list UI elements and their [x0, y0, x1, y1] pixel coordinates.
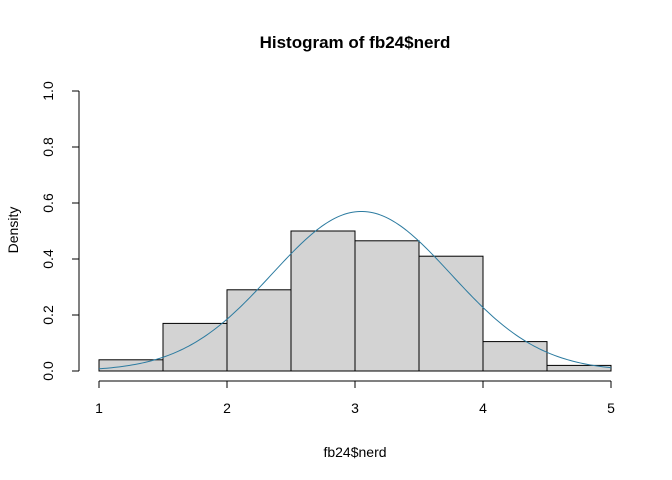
x-tick-label: 4 — [479, 400, 487, 416]
density-curve — [98, 210, 612, 370]
histogram-bar — [546, 364, 612, 372]
y-tick-label: 0.0 — [40, 361, 56, 381]
x-tick-label: 2 — [223, 400, 231, 416]
y-axis-label: Density — [5, 207, 21, 254]
histogram-bar — [162, 322, 228, 372]
x-axis: 1 2 3 4 5 — [95, 380, 615, 416]
x-axis-label: fb24$nerd — [323, 444, 386, 460]
y-tick-label: 0.4 — [40, 249, 56, 269]
histogram-bar — [290, 230, 356, 372]
y-tick-label: 0.8 — [40, 137, 56, 157]
histogram-bars — [98, 230, 612, 372]
y-axis: 0.0 0.2 0.4 0.6 0.8 1.0 — [40, 81, 80, 381]
x-tick-label: 5 — [607, 400, 615, 416]
x-tick-label: 1 — [95, 400, 103, 416]
y-tick-label: 1.0 — [40, 81, 56, 101]
histogram-bar — [354, 240, 420, 372]
histogram-bar — [418, 255, 484, 372]
histogram-bar — [226, 289, 292, 372]
x-tick-label: 3 — [351, 400, 359, 416]
y-tick-label: 0.6 — [40, 193, 56, 213]
y-tick-label: 0.2 — [40, 305, 56, 325]
histogram-bar — [482, 341, 548, 372]
chart-title: Histogram of fb24$nerd — [260, 33, 451, 52]
